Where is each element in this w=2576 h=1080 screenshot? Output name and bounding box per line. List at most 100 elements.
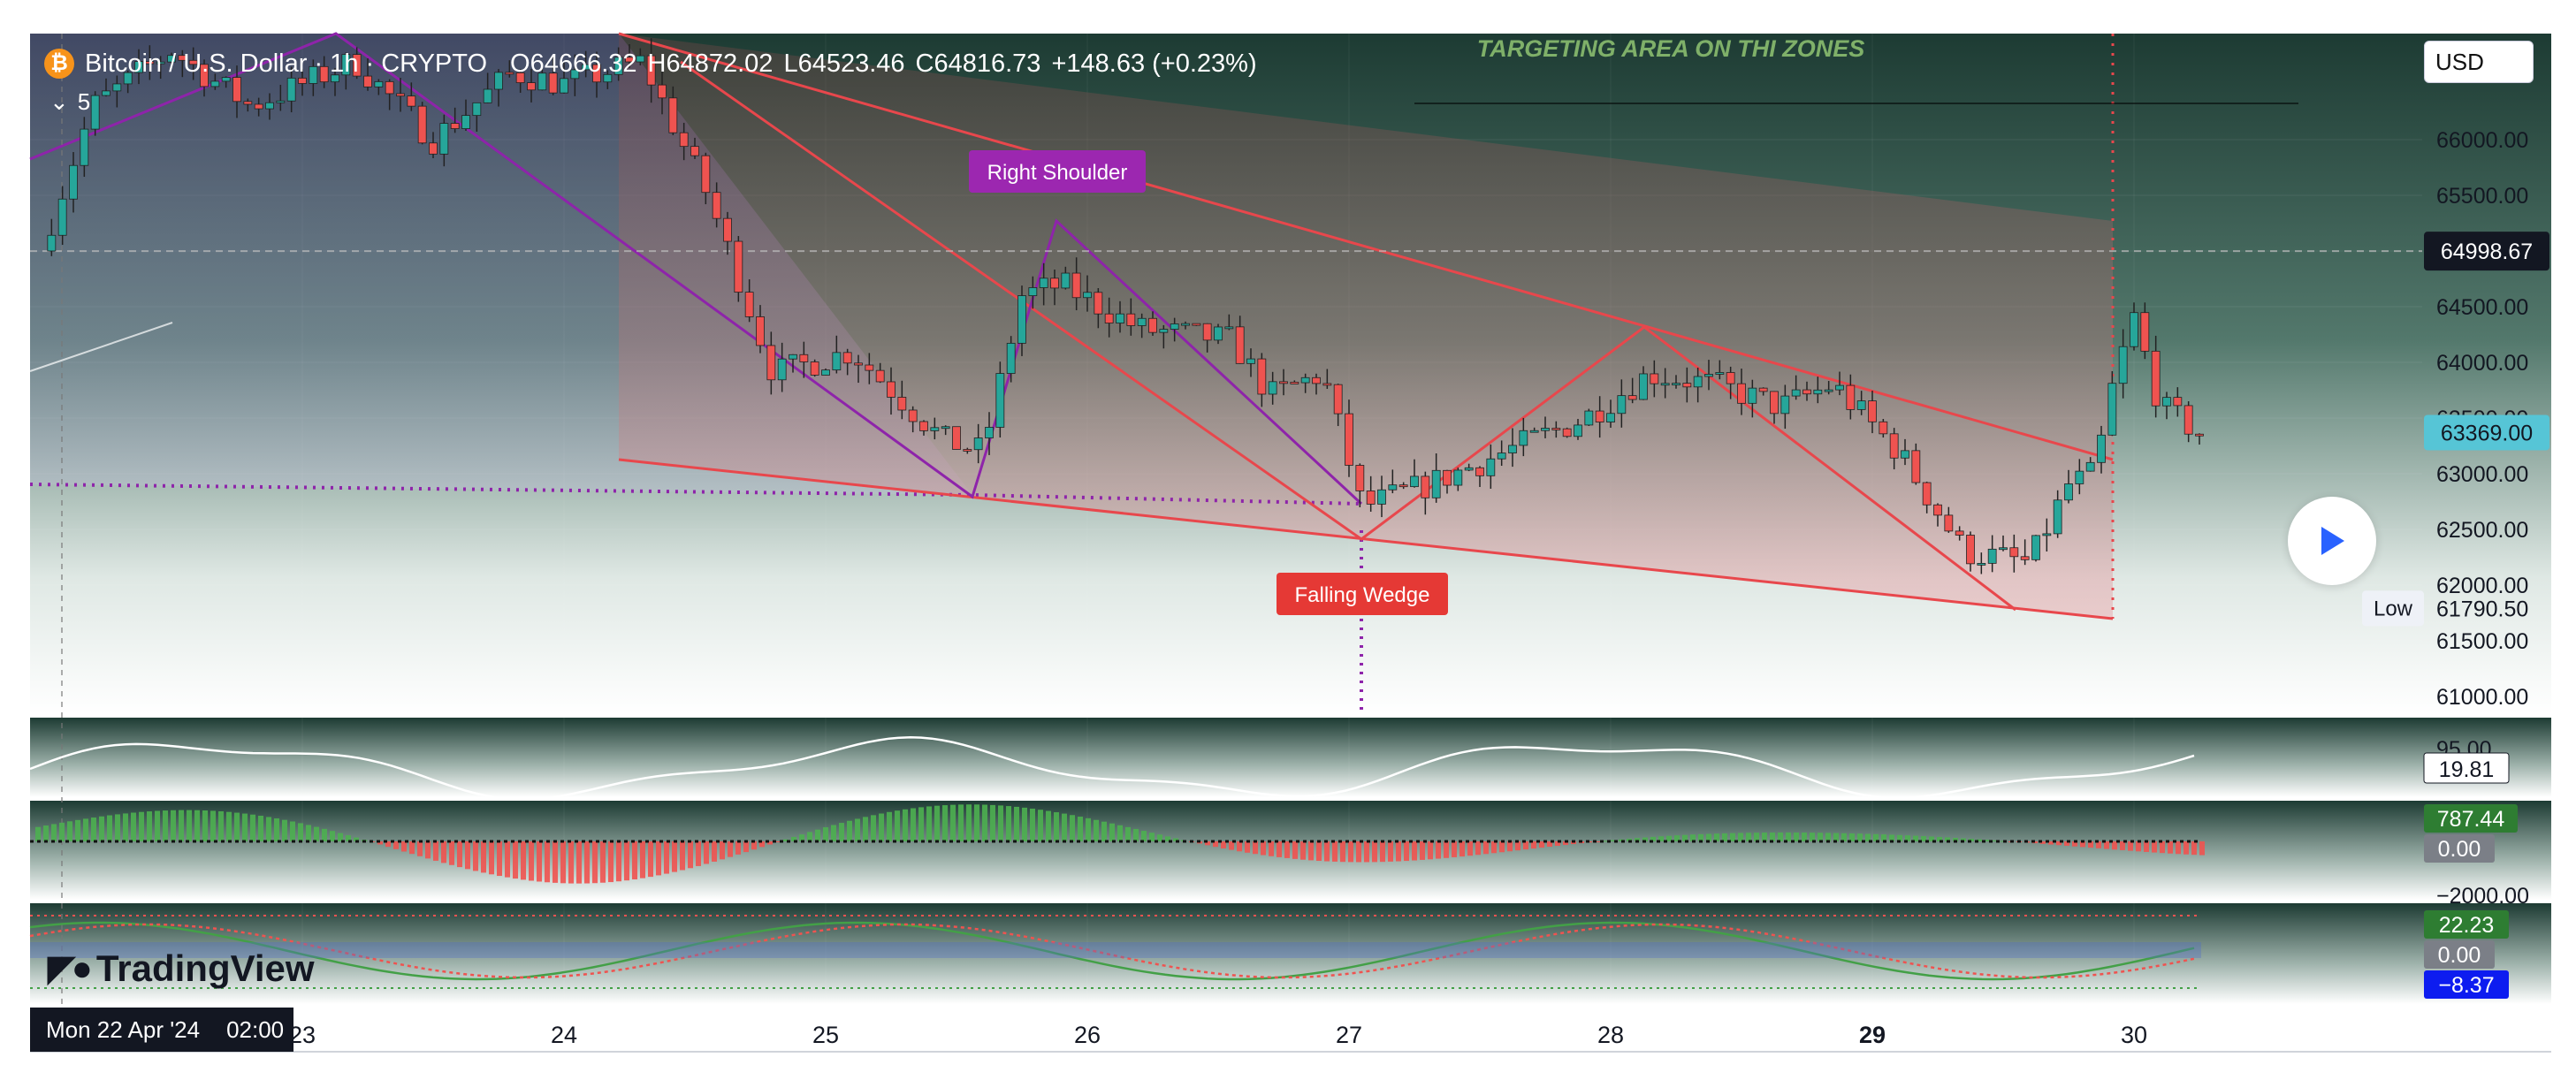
y-tick-label: 63000.00 <box>2436 462 2528 487</box>
histogram-bar <box>918 807 924 841</box>
candle-body <box>407 95 416 107</box>
histogram-bar <box>1993 840 1998 841</box>
candle-body <box>1966 535 1975 565</box>
histogram-bar <box>600 841 606 883</box>
histogram-bar <box>1078 817 1083 841</box>
histogram-bar <box>1603 840 1608 842</box>
histogram-bar <box>187 810 192 841</box>
histogram-bar <box>696 841 701 866</box>
candle-body <box>995 373 1005 428</box>
candle-body <box>810 361 819 376</box>
histogram-bar <box>887 811 892 841</box>
histogram-bar <box>958 804 964 841</box>
histogram-bar <box>258 815 263 841</box>
candle-body <box>658 84 667 99</box>
histogram-bar <box>759 841 765 848</box>
histogram-bar <box>1125 826 1131 841</box>
histogram-bar <box>473 841 478 871</box>
wedge-lower-line <box>618 458 2114 620</box>
candle-body <box>1050 278 1059 289</box>
candle-body <box>2162 397 2171 407</box>
histogram-bar <box>592 841 598 884</box>
histogram-bar <box>1030 808 1035 841</box>
candle-body <box>2140 312 2150 352</box>
histogram-bar <box>664 841 669 874</box>
histogram-bar <box>1945 837 1950 841</box>
symbol-title[interactable]: Bitcoin / U.S. Dollar · 1h · CRYPTO <box>85 49 488 78</box>
candle-body <box>952 426 961 450</box>
histogram-bar <box>1778 832 1783 841</box>
histogram-bar <box>2104 841 2109 849</box>
candle-body <box>1486 458 1496 476</box>
histogram-bar <box>131 812 136 841</box>
candle-body <box>537 72 547 91</box>
candle-body <box>1715 372 1725 375</box>
histogram-bar <box>1746 833 1751 841</box>
histogram-bar <box>712 841 717 862</box>
histogram-bar <box>1881 834 1886 841</box>
play-icon <box>2321 527 2344 555</box>
symbol-header: ₿ Bitcoin / U.S. Dollar · 1h · CRYPTO O6… <box>44 44 1257 83</box>
histogram-bar <box>1245 841 1250 853</box>
candle-body <box>1170 323 1179 330</box>
tradingview-logo[interactable]: ◤● TradingView <box>48 947 315 990</box>
replay-button[interactable] <box>2288 497 2376 585</box>
histogram-bar <box>1595 841 1600 842</box>
histogram-bar <box>1380 841 1385 863</box>
histogram-bar <box>1523 841 1528 850</box>
candle-body <box>1137 317 1147 326</box>
momentum-zero-label: 0.00 <box>2438 943 2481 968</box>
indicators-toggle[interactable]: ⌄ 5 <box>50 88 90 116</box>
histogram-bar <box>2048 841 2054 845</box>
histogram-bar <box>1261 841 1266 856</box>
histogram-bar <box>1929 836 1934 841</box>
candle-body <box>854 362 863 366</box>
histogram-bar <box>1428 841 1433 860</box>
histogram-bar <box>75 819 80 841</box>
candle-body <box>1660 383 1670 386</box>
histogram-bar <box>1133 828 1139 841</box>
histogram-bar <box>1436 841 1441 859</box>
histogram-bar <box>1937 836 1942 841</box>
histogram-bar <box>2128 841 2133 851</box>
candle-body <box>1071 272 1081 299</box>
candle-body <box>1235 326 1245 364</box>
histogram-bar <box>1658 836 1664 841</box>
currency-select[interactable]: USD <box>2424 41 2534 83</box>
histogram-bar <box>1165 836 1170 841</box>
candle-body <box>2118 346 2128 384</box>
candle-body <box>319 65 329 83</box>
histogram-bar <box>529 841 534 881</box>
oscillator-value-label: 19.81 <box>2439 757 2495 782</box>
histogram-bar <box>863 817 868 841</box>
candle-body <box>69 164 78 200</box>
candle-body <box>1181 323 1190 326</box>
histogram-bar <box>560 841 566 884</box>
falling-wedge-label-bg <box>1277 573 1448 615</box>
histogram-bar <box>1284 841 1290 858</box>
candle-body <box>1748 387 1757 404</box>
candle-body <box>494 72 503 90</box>
histogram-bar <box>791 836 796 841</box>
candle-body <box>985 427 994 438</box>
histogram-bar <box>1682 834 1688 841</box>
histogram-bar <box>1825 833 1831 841</box>
candle-body <box>723 217 732 242</box>
candle-body <box>145 61 155 65</box>
x-tick-label: 27 <box>1336 1022 1362 1048</box>
candle-body <box>570 69 580 80</box>
histogram-bar <box>1515 841 1520 851</box>
candle-body <box>1159 329 1169 333</box>
histogram-bar <box>1762 833 1767 841</box>
candle-body <box>1541 428 1550 431</box>
histogram-bar <box>354 837 359 841</box>
target-zone-annotation: TARGETING AREA ON THI ZONES <box>1477 35 1865 62</box>
candle-body <box>973 437 983 451</box>
histogram-bar <box>1372 841 1377 863</box>
candle-body <box>331 74 339 83</box>
oscillator-pane-bg <box>30 718 2551 797</box>
histogram-bar <box>1961 838 1966 841</box>
oscillator-line <box>29 736 2195 801</box>
y-tick-label: 64500.00 <box>2436 295 2528 320</box>
